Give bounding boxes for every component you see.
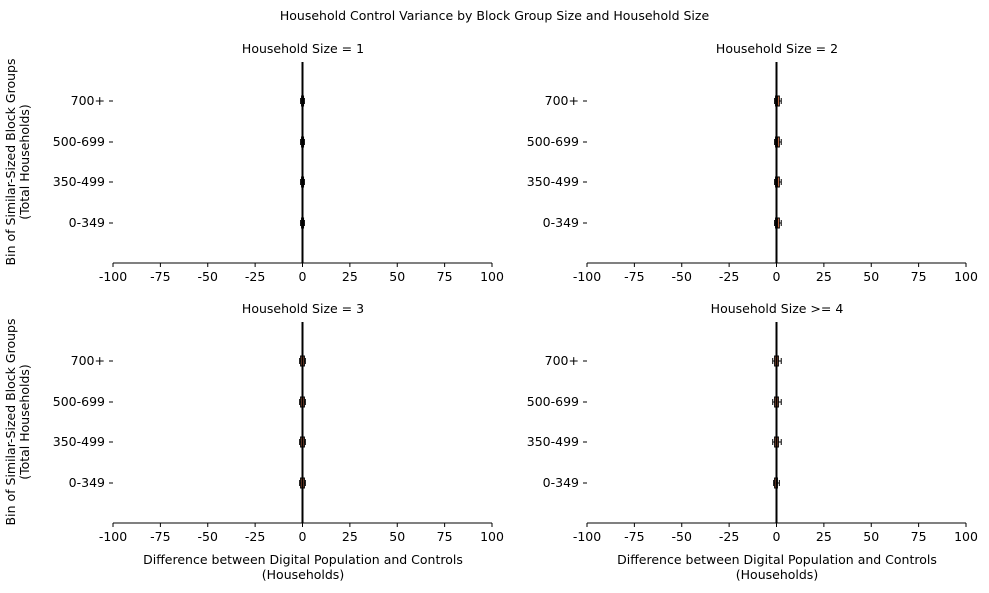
panel-4-x-tick-label-8: 100 <box>954 529 978 544</box>
figure-title: Household Control Variance by Block Grou… <box>279 8 710 23</box>
panel-1-x-tick-label-8: 100 <box>480 269 504 284</box>
x-axis-label-right: Difference between Digital Population an… <box>587 552 967 582</box>
panel-2-x-tick-label-8: 100 <box>954 269 978 284</box>
panel-3-x-tick-label-6: 50 <box>389 529 405 544</box>
panel-title-2: Household Size = 2 <box>715 41 839 56</box>
x-axis-label-left-line2: (Households) <box>261 567 345 582</box>
panel-1-x-tick-label-5: 25 <box>342 269 358 284</box>
panel-1-x-tick-label-2: -50 <box>198 269 218 284</box>
panel-3-x-tick-label-0: -100 <box>99 529 127 544</box>
x-axis-label-right-line1: Difference between Digital Population an… <box>617 552 937 567</box>
panel-4-y-tick-label-0: 700+ <box>545 353 579 368</box>
panel-1-x-tick-label-7: 75 <box>437 269 453 284</box>
x-axis-label-right-line2: (Households) <box>735 567 819 582</box>
panel-2-y-tick-label-2: 350-499 <box>527 174 579 189</box>
panel-3-y-tick-label-1: 500-699 <box>53 394 105 409</box>
panel-2-x-tick-label-0: -100 <box>573 269 601 284</box>
panel-4-x-tick-label-6: 50 <box>863 529 879 544</box>
panel-3-x-tick-label-8: 100 <box>480 529 504 544</box>
panel-4-x-tick-label-7: 75 <box>911 529 927 544</box>
panel-4-y-tick-label-1: 500-699 <box>527 394 579 409</box>
panel-3-y-tick-label-2: 350-499 <box>53 434 105 449</box>
panel-3-x-tick-label-1: -75 <box>150 529 170 544</box>
panel-2-x-tick-label-5: 25 <box>816 269 832 284</box>
panel-3-x-tick-label-4: 0 <box>299 529 307 544</box>
panel-2-y-tick-label-0: 700+ <box>545 93 579 108</box>
panel-title-1: Household Size = 1 <box>241 41 365 56</box>
panel-2-x-tick-label-1: -75 <box>624 269 644 284</box>
panel-2-y-tick-label-1: 500-699 <box>527 134 579 149</box>
panel-4-x-tick-label-3: -25 <box>719 529 739 544</box>
panel-2-x-tick-label-3: -25 <box>719 269 739 284</box>
panel-4-x-tick-label-4: 0 <box>773 529 781 544</box>
panel-4-y-tick-label-2: 350-499 <box>527 434 579 449</box>
panel-3-x-tick-label-7: 75 <box>437 529 453 544</box>
panel-4-x-tick-label-5: 25 <box>816 529 832 544</box>
panel-1-x-tick-label-3: -25 <box>245 269 265 284</box>
panel-3-y-tick-label-0: 700+ <box>71 353 105 368</box>
panel-3-x-tick-label-3: -25 <box>245 529 265 544</box>
panel-2-y-tick-label-3: 0-349 <box>543 215 579 230</box>
panel-title-4: Household Size >= 4 <box>710 301 844 316</box>
panel-4-x-tick-label-0: -100 <box>573 529 601 544</box>
panel-1-y-tick-label-1: 500-699 <box>53 134 105 149</box>
panel-2-x-tick-label-4: 0 <box>773 269 781 284</box>
panel-1-x-tick-label-0: -100 <box>99 269 127 284</box>
panel-3-x-tick-label-2: -50 <box>198 529 218 544</box>
panel-1-x-tick-label-4: 0 <box>299 269 307 284</box>
panel-1-y-tick-label-3: 0-349 <box>69 215 105 230</box>
panel-1-x-tick-label-1: -75 <box>150 269 170 284</box>
panel-3-x-tick-label-5: 25 <box>342 529 358 544</box>
x-axis-label-left: Difference between Digital Population an… <box>113 552 493 582</box>
panel-1-x-tick-label-6: 50 <box>389 269 405 284</box>
x-axis-label-left-line1: Difference between Digital Population an… <box>143 552 463 567</box>
panel-4-x-tick-label-1: -75 <box>624 529 644 544</box>
panel-2-x-tick-label-7: 75 <box>911 269 927 284</box>
panel-2-x-tick-label-2: -50 <box>672 269 692 284</box>
panel-3-y-tick-label-3: 0-349 <box>69 475 105 490</box>
panel-1-y-tick-label-2: 350-499 <box>53 174 105 189</box>
panel-2-x-tick-label-6: 50 <box>863 269 879 284</box>
panel-title-3: Household Size = 3 <box>241 301 365 316</box>
panel-4-x-tick-label-2: -50 <box>672 529 692 544</box>
panel-4-y-tick-label-3: 0-349 <box>543 475 579 490</box>
panel-1-y-tick-label-0: 700+ <box>71 93 105 108</box>
